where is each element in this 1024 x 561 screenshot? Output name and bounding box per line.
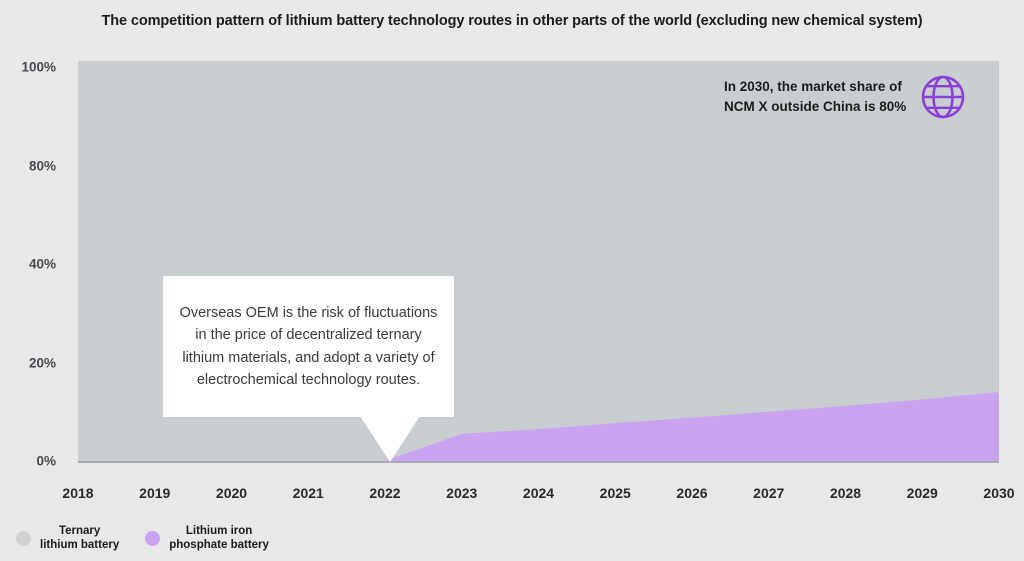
legend-item[interactable]: Ternary lithium battery <box>16 524 119 553</box>
callout-box: Overseas OEM is the risk of fluctuations… <box>163 276 454 417</box>
legend-item-label: Ternary lithium battery <box>40 525 120 552</box>
x-axis-tick: 2023 <box>446 485 478 501</box>
globe-icon <box>921 75 965 119</box>
legend-item[interactable]: Lithium iron phosphate battery <box>145 524 269 553</box>
x-axis-tick: 2030 <box>983 485 1015 501</box>
x-axis-tick: 2027 <box>753 485 785 501</box>
legend: Ternary lithium battery Lithium iron phos… <box>16 524 269 553</box>
x-axis-tick: 2019 <box>139 485 171 501</box>
x-axis-tick: 2020 <box>215 485 248 501</box>
market-share-annotation-text: In 2030, the market share of NCM X outsi… <box>724 78 907 114</box>
y-axis-tick: 80% <box>28 158 56 173</box>
x-axis-tick: 2029 <box>906 485 938 501</box>
market-share-annotation: In 2030, the market share of NCM X outsi… <box>724 74 966 120</box>
x-axis-tick: 2024 <box>522 485 555 501</box>
x-axis-tick: 2022 <box>369 485 401 501</box>
y-axis-tick: 20% <box>28 355 56 370</box>
legend-color-swatch <box>145 530 161 546</box>
x-axis-tick: 2028 <box>829 485 862 501</box>
callout-text: Overseas OEM is the risk of fluctuations… <box>179 304 438 388</box>
series-area-lithium-iron-phosphate-battery <box>78 392 999 461</box>
legend-color-swatch <box>16 530 31 546</box>
legend-item-label: Lithium iron phosphate battery <box>169 525 269 552</box>
x-axis-tick: 2026 <box>676 485 708 501</box>
y-axis-tick: 40% <box>28 256 56 272</box>
x-axis-tick: 2021 <box>292 485 324 501</box>
callout-tail <box>360 416 420 462</box>
y-axis: 0% 20% 40% 80% 100% <box>0 0 72 561</box>
y-axis-tick: 0% <box>36 453 56 469</box>
x-axis-tick: 2025 <box>599 485 631 501</box>
x-axis: 2018 2019 2020 2021 2022 2023 2024 2025 2026 2027… <box>62 485 1014 509</box>
x-axis-tick: 2018 <box>62 485 94 501</box>
page-title: The competition pattern of lithium batte… <box>101 13 923 29</box>
axis-baseline <box>78 461 999 463</box>
y-axis-tick: 100% <box>21 59 56 75</box>
